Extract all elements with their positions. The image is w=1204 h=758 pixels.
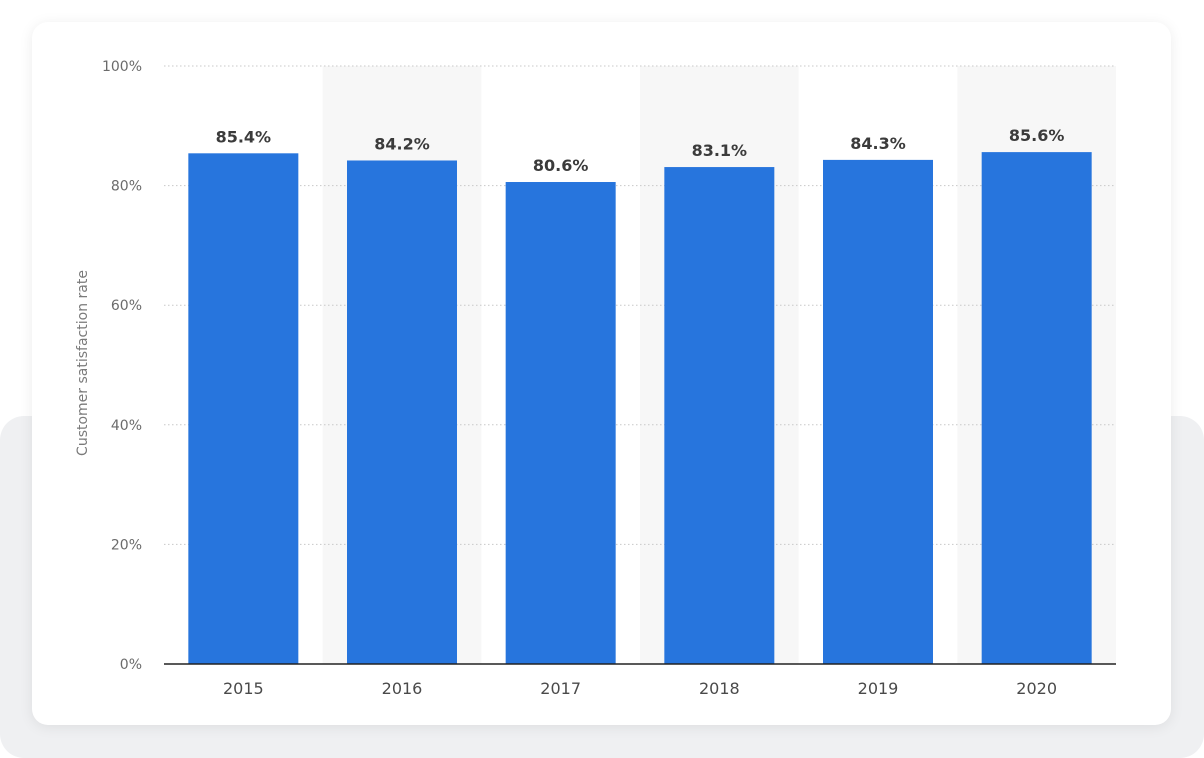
bar-2017 xyxy=(505,182,616,664)
value-label: 85.6% xyxy=(1009,126,1065,145)
x-tick-label: 2019 xyxy=(858,679,899,698)
y-tick-label: 40% xyxy=(111,418,142,434)
bar-2015 xyxy=(188,153,299,665)
x-axis-labels: 2015 2016 2017 2018 2019 2020 xyxy=(223,679,1057,698)
y-tick-label: 100% xyxy=(102,59,142,75)
x-tick-label: 2015 xyxy=(223,679,264,698)
y-tick-label: 20% xyxy=(111,537,142,553)
bar-2018 xyxy=(664,167,775,664)
bars xyxy=(188,152,1092,665)
gridlines xyxy=(164,65,1116,545)
y-tick-label: 80% xyxy=(111,179,142,195)
x-tick-label: 2016 xyxy=(382,679,423,698)
y-tick-label: 60% xyxy=(111,298,142,314)
x-tick-label: 2017 xyxy=(540,679,581,698)
y-axis-ticks: 0% 20% 40% 60% 80% 100% xyxy=(102,59,142,673)
value-label: 84.3% xyxy=(850,134,906,153)
x-tick-label: 2020 xyxy=(1016,679,1057,698)
bar-2019 xyxy=(823,159,933,665)
value-label: 83.1% xyxy=(692,141,748,160)
y-axis-title: Customer satisfaction rate xyxy=(75,270,91,456)
value-label: 80.6% xyxy=(533,156,589,175)
value-label: 84.2% xyxy=(374,134,430,153)
bar-2016 xyxy=(347,160,457,664)
value-label: 85.4% xyxy=(216,127,272,146)
x-tick-label: 2018 xyxy=(699,679,740,698)
value-labels: 85.4% 84.2% 80.6% 83.1% 84.3% 85.6% xyxy=(216,126,1065,175)
y-tick-label: 0% xyxy=(120,657,142,673)
bar-2020 xyxy=(981,152,1092,664)
